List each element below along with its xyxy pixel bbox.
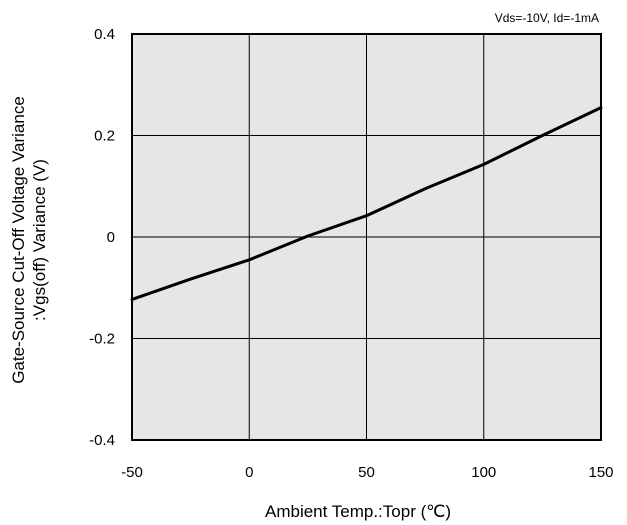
plot-frame: [131, 33, 602, 441]
y-tick-label: 0.4: [94, 26, 115, 43]
y-tick-label: -0.4: [89, 432, 115, 449]
y-tick-label: 0.2: [94, 128, 115, 145]
x-tick-label: 0: [245, 464, 253, 481]
series-group: [130, 106, 603, 301]
y-axis-title-line-1: Gate-Source Cut-Off Voltage Variance: [9, 96, 28, 384]
condition-label: Vds=-10V, Id=-1mA: [495, 11, 599, 25]
x-tick-label: 150: [588, 464, 613, 481]
x-tick-label: -50: [121, 464, 143, 481]
y-axis-title-line-2: :Vgs(off) Variance (V): [30, 159, 49, 321]
y-tick-labels: 0.4 0.2 0 -0.2 -0.4: [89, 26, 115, 449]
x-tick-labels: -50 0 50 100 150: [121, 464, 613, 481]
x-tick-label: 100: [471, 464, 496, 481]
y-tick-label: -0.2: [89, 331, 115, 348]
x-axis-title: Ambient Temp.:Topr (℃): [265, 502, 451, 521]
y-tick-label: 0: [107, 229, 115, 246]
y-axis-title: Gate-Source Cut-Off Voltage Variance :Vg…: [9, 96, 49, 384]
series-line-0: [130, 106, 603, 301]
x-tick-label: 50: [358, 464, 375, 481]
